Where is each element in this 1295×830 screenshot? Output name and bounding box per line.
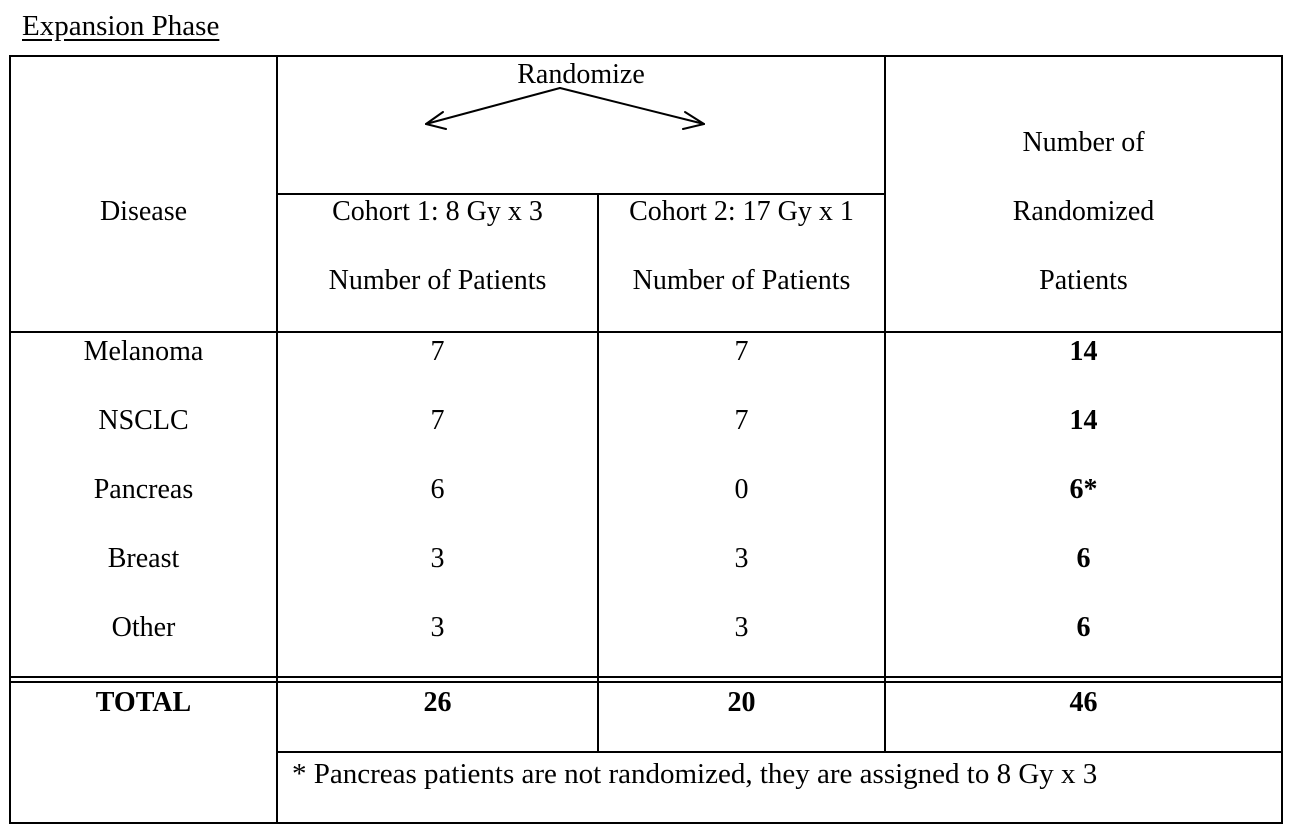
cohort1-cell: 3 [430,543,445,574]
totals-total: 46 [1069,687,1098,718]
divider-footnote [276,751,1283,753]
disease-cell: NSCLC [98,405,189,436]
disease-cell: Other [111,612,176,643]
disease-cell: Breast [107,543,180,574]
cohort2-cell: 3 [734,543,749,574]
header-cohort1-subtitle: Number of Patients [328,265,547,296]
header-disease: Disease [99,196,188,227]
divider-total [884,55,886,752]
total-cell: 6* [1069,474,1098,505]
total-cell: 14 [1069,336,1098,367]
table-border-right [1281,55,1283,824]
table-border-top [9,55,1283,57]
divider-cohorts [597,193,599,752]
cohort2-cell: 3 [734,612,749,643]
section-heading: Expansion Phase [22,10,220,42]
header-total-line3: Patients [1039,265,1128,296]
divider-disease [276,55,278,824]
cohort1-cell: 3 [430,612,445,643]
cohort1-cell: 6 [430,474,445,505]
totals-cohort2: 20 [727,687,756,718]
totals-cohort1: 26 [423,687,452,718]
cohort2-cell: 7 [734,405,749,436]
divider-randomize [276,193,886,195]
cohort2-cell: 7 [734,336,749,367]
total-cell: 6 [1076,543,1091,574]
header-cohort2-subtitle: Number of Patients [632,265,851,296]
header-cohort1-title: Cohort 1: 8 Gy x 3 [332,196,543,227]
table-border-bottom [9,822,1283,824]
total-cell: 14 [1069,405,1098,436]
cohort1-cell: 7 [430,336,445,367]
disease-cell: Melanoma [83,336,204,367]
header-total-line2: Randomized [1012,196,1155,227]
cohort1-cell: 7 [430,405,445,436]
total-cell: 6 [1076,612,1091,643]
table-border-left [9,55,11,824]
header-cohort2-title: Cohort 2: 17 Gy x 1 [629,196,854,227]
divider-total-top-2 [9,681,1283,683]
disease-cell: Pancreas [93,474,194,505]
footnote: * Pancreas patients are not randomized, … [292,758,1098,790]
divider-total-top-1 [9,676,1283,678]
randomize-label: Randomize [517,59,645,90]
divider-header [9,331,1283,333]
header-total-line1: Number of [1022,127,1145,158]
cohort2-cell: 0 [734,474,749,505]
totals-label: TOTAL [95,687,192,718]
